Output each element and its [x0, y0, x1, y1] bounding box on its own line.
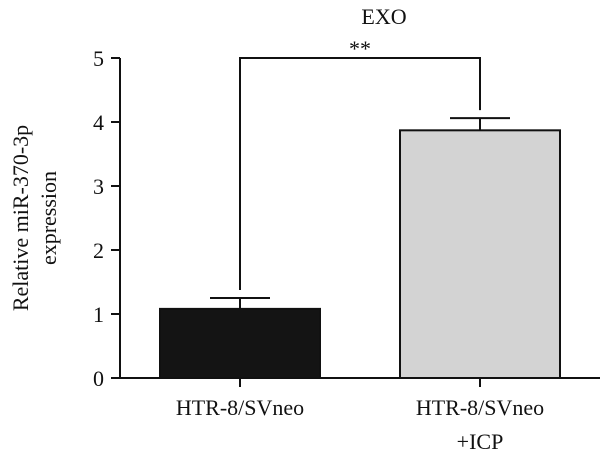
bars [159, 117, 561, 380]
y-tick-label: 2 [93, 238, 104, 263]
chart-title: EXO [361, 4, 406, 29]
y-tick-label: 4 [93, 110, 104, 135]
y-tick-label: 1 [93, 302, 104, 327]
significance-bracket: ** [239, 36, 481, 290]
bar [399, 129, 561, 379]
y-axis-title-line: expression [36, 171, 61, 265]
x-category-label: HTR-8/SVneo [416, 395, 544, 420]
significance-line [239, 57, 481, 290]
y-axis-title: Relative miR-370-3p expression [8, 125, 61, 311]
significance-label: ** [349, 36, 371, 61]
category-labels: HTR-8/SVneo HTR-8/SVneo +ICP [176, 395, 544, 454]
x-category-label: HTR-8/SVneo [176, 395, 304, 420]
y-axis-title-line: Relative miR-370-3p [8, 125, 33, 311]
y-tick-label: 3 [93, 174, 104, 199]
bar [159, 307, 321, 380]
y-tick-label: 0 [93, 366, 104, 391]
y-tick-label: 5 [93, 46, 104, 71]
x-category-label: +ICP [457, 429, 504, 454]
